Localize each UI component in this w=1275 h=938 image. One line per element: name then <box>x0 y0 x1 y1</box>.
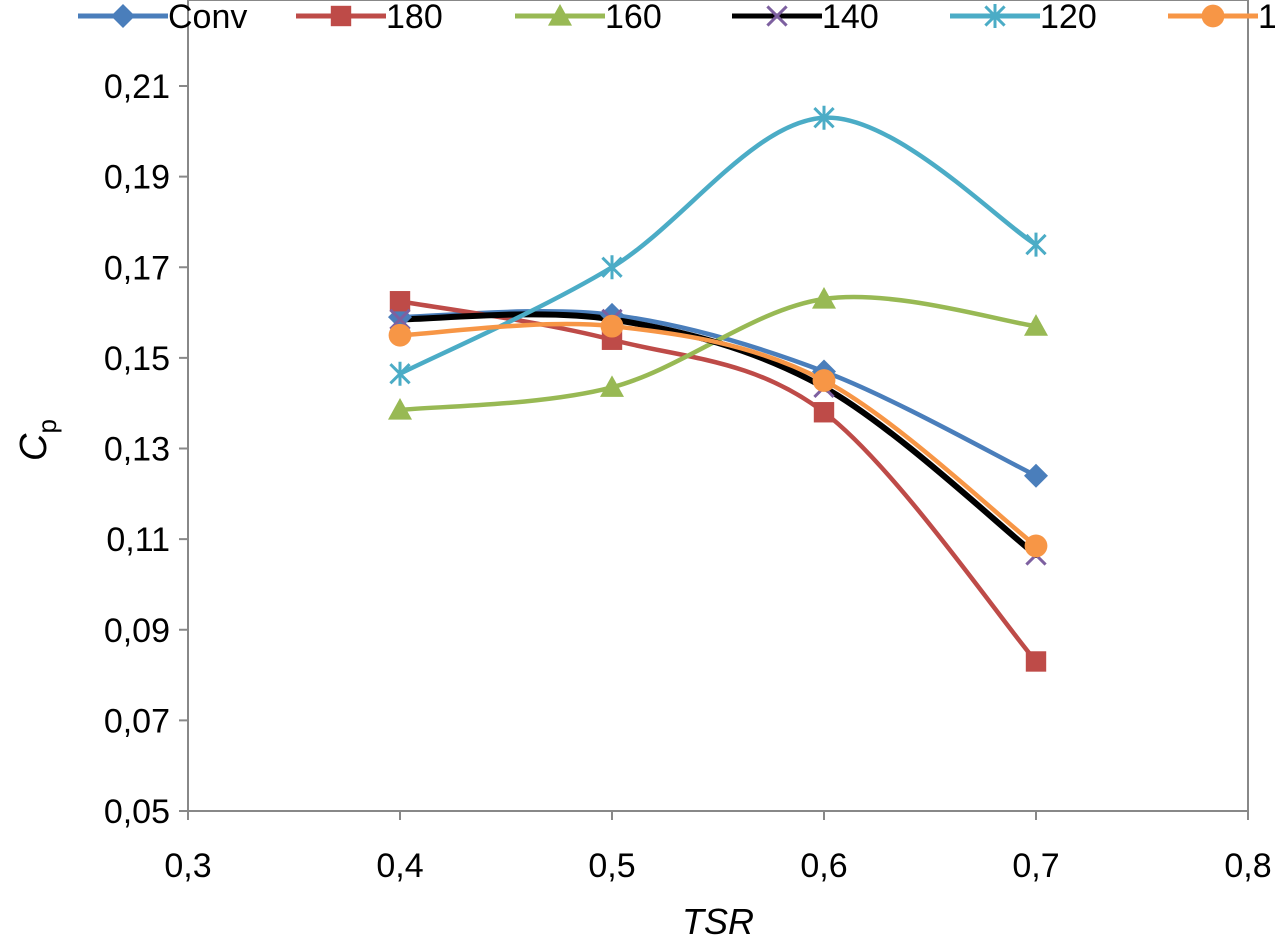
y-tick-label: 0,17 <box>104 249 170 287</box>
x-tick-label: 0,8 <box>1224 847 1271 885</box>
y-tick-label: 0,15 <box>104 340 170 378</box>
data-point-120 <box>389 361 411 386</box>
legend-marker-120 <box>984 4 1006 28</box>
x-tick-label: 0,5 <box>588 847 635 885</box>
y-tick-label: 0,21 <box>104 68 170 106</box>
legend-marker-100 <box>1201 4 1225 28</box>
data-point-120 <box>813 105 835 130</box>
legend-label-100: 100 <box>1258 0 1275 36</box>
x-tick-label: 0,6 <box>800 847 847 885</box>
y-tick-label: 0,19 <box>104 159 170 197</box>
legend-label-conv: Conv <box>168 0 247 36</box>
x-tick-label: 0,4 <box>376 847 423 885</box>
data-point-160 <box>1024 314 1048 336</box>
x-axis: 0,3 0,4 0,5 0,6 0,7 0,8 <box>164 811 1272 885</box>
series-lines <box>397 115 1039 664</box>
data-point-160 <box>812 286 836 309</box>
data-point-160 <box>388 397 412 420</box>
data-point-140 <box>389 308 411 331</box>
x-tick-label: 0,3 <box>164 847 211 885</box>
y-tick-label: 0,11 <box>106 521 170 559</box>
y-tick-label: 0,07 <box>104 702 170 740</box>
legend-marker-conv <box>111 4 135 28</box>
y-axis-label-main: C <box>13 433 55 461</box>
data-point-100 <box>388 323 412 347</box>
data-point-100 <box>812 369 836 392</box>
legend-label-120: 120 <box>1040 0 1097 36</box>
data-point-120 <box>1025 232 1047 257</box>
legend-label-180: 180 <box>386 0 443 36</box>
series-line-100 <box>397 321 1039 549</box>
x-tick-label: 0,7 <box>1012 847 1059 885</box>
x-axis-label: TSR <box>682 901 754 938</box>
data-point-180 <box>1025 651 1047 672</box>
data-point-160 <box>600 375 624 397</box>
y-tick-label: 0,09 <box>104 612 170 650</box>
series-markers <box>388 105 1048 672</box>
y-axis-label: Cp <box>13 419 62 461</box>
legend-marker-140 <box>766 5 788 27</box>
legend-marker-180 <box>330 5 352 27</box>
legend-label-160: 160 <box>605 0 662 36</box>
data-point-100 <box>1024 534 1048 558</box>
y-axis: 0,05 0,07 0,09 0,11 0,13 0,15 0,17 0,19 0,21 <box>104 68 188 831</box>
legend-marker-160 <box>548 4 572 26</box>
plot-area <box>187 0 1249 812</box>
data-point-120 <box>601 255 623 280</box>
data-point-180 <box>389 291 411 312</box>
series-line-180 <box>397 298 1039 664</box>
legend: Conv 180 160 140 120 100 <box>78 0 1275 36</box>
legend-label-140: 140 <box>822 0 879 36</box>
data-point-180 <box>813 402 835 423</box>
data-point-100 <box>600 314 624 338</box>
y-axis-label-sub: p <box>32 419 62 433</box>
data-point-conv <box>1024 463 1048 488</box>
y-tick-label: 0,13 <box>104 431 170 469</box>
y-tick-label: 0,05 <box>104 793 170 831</box>
